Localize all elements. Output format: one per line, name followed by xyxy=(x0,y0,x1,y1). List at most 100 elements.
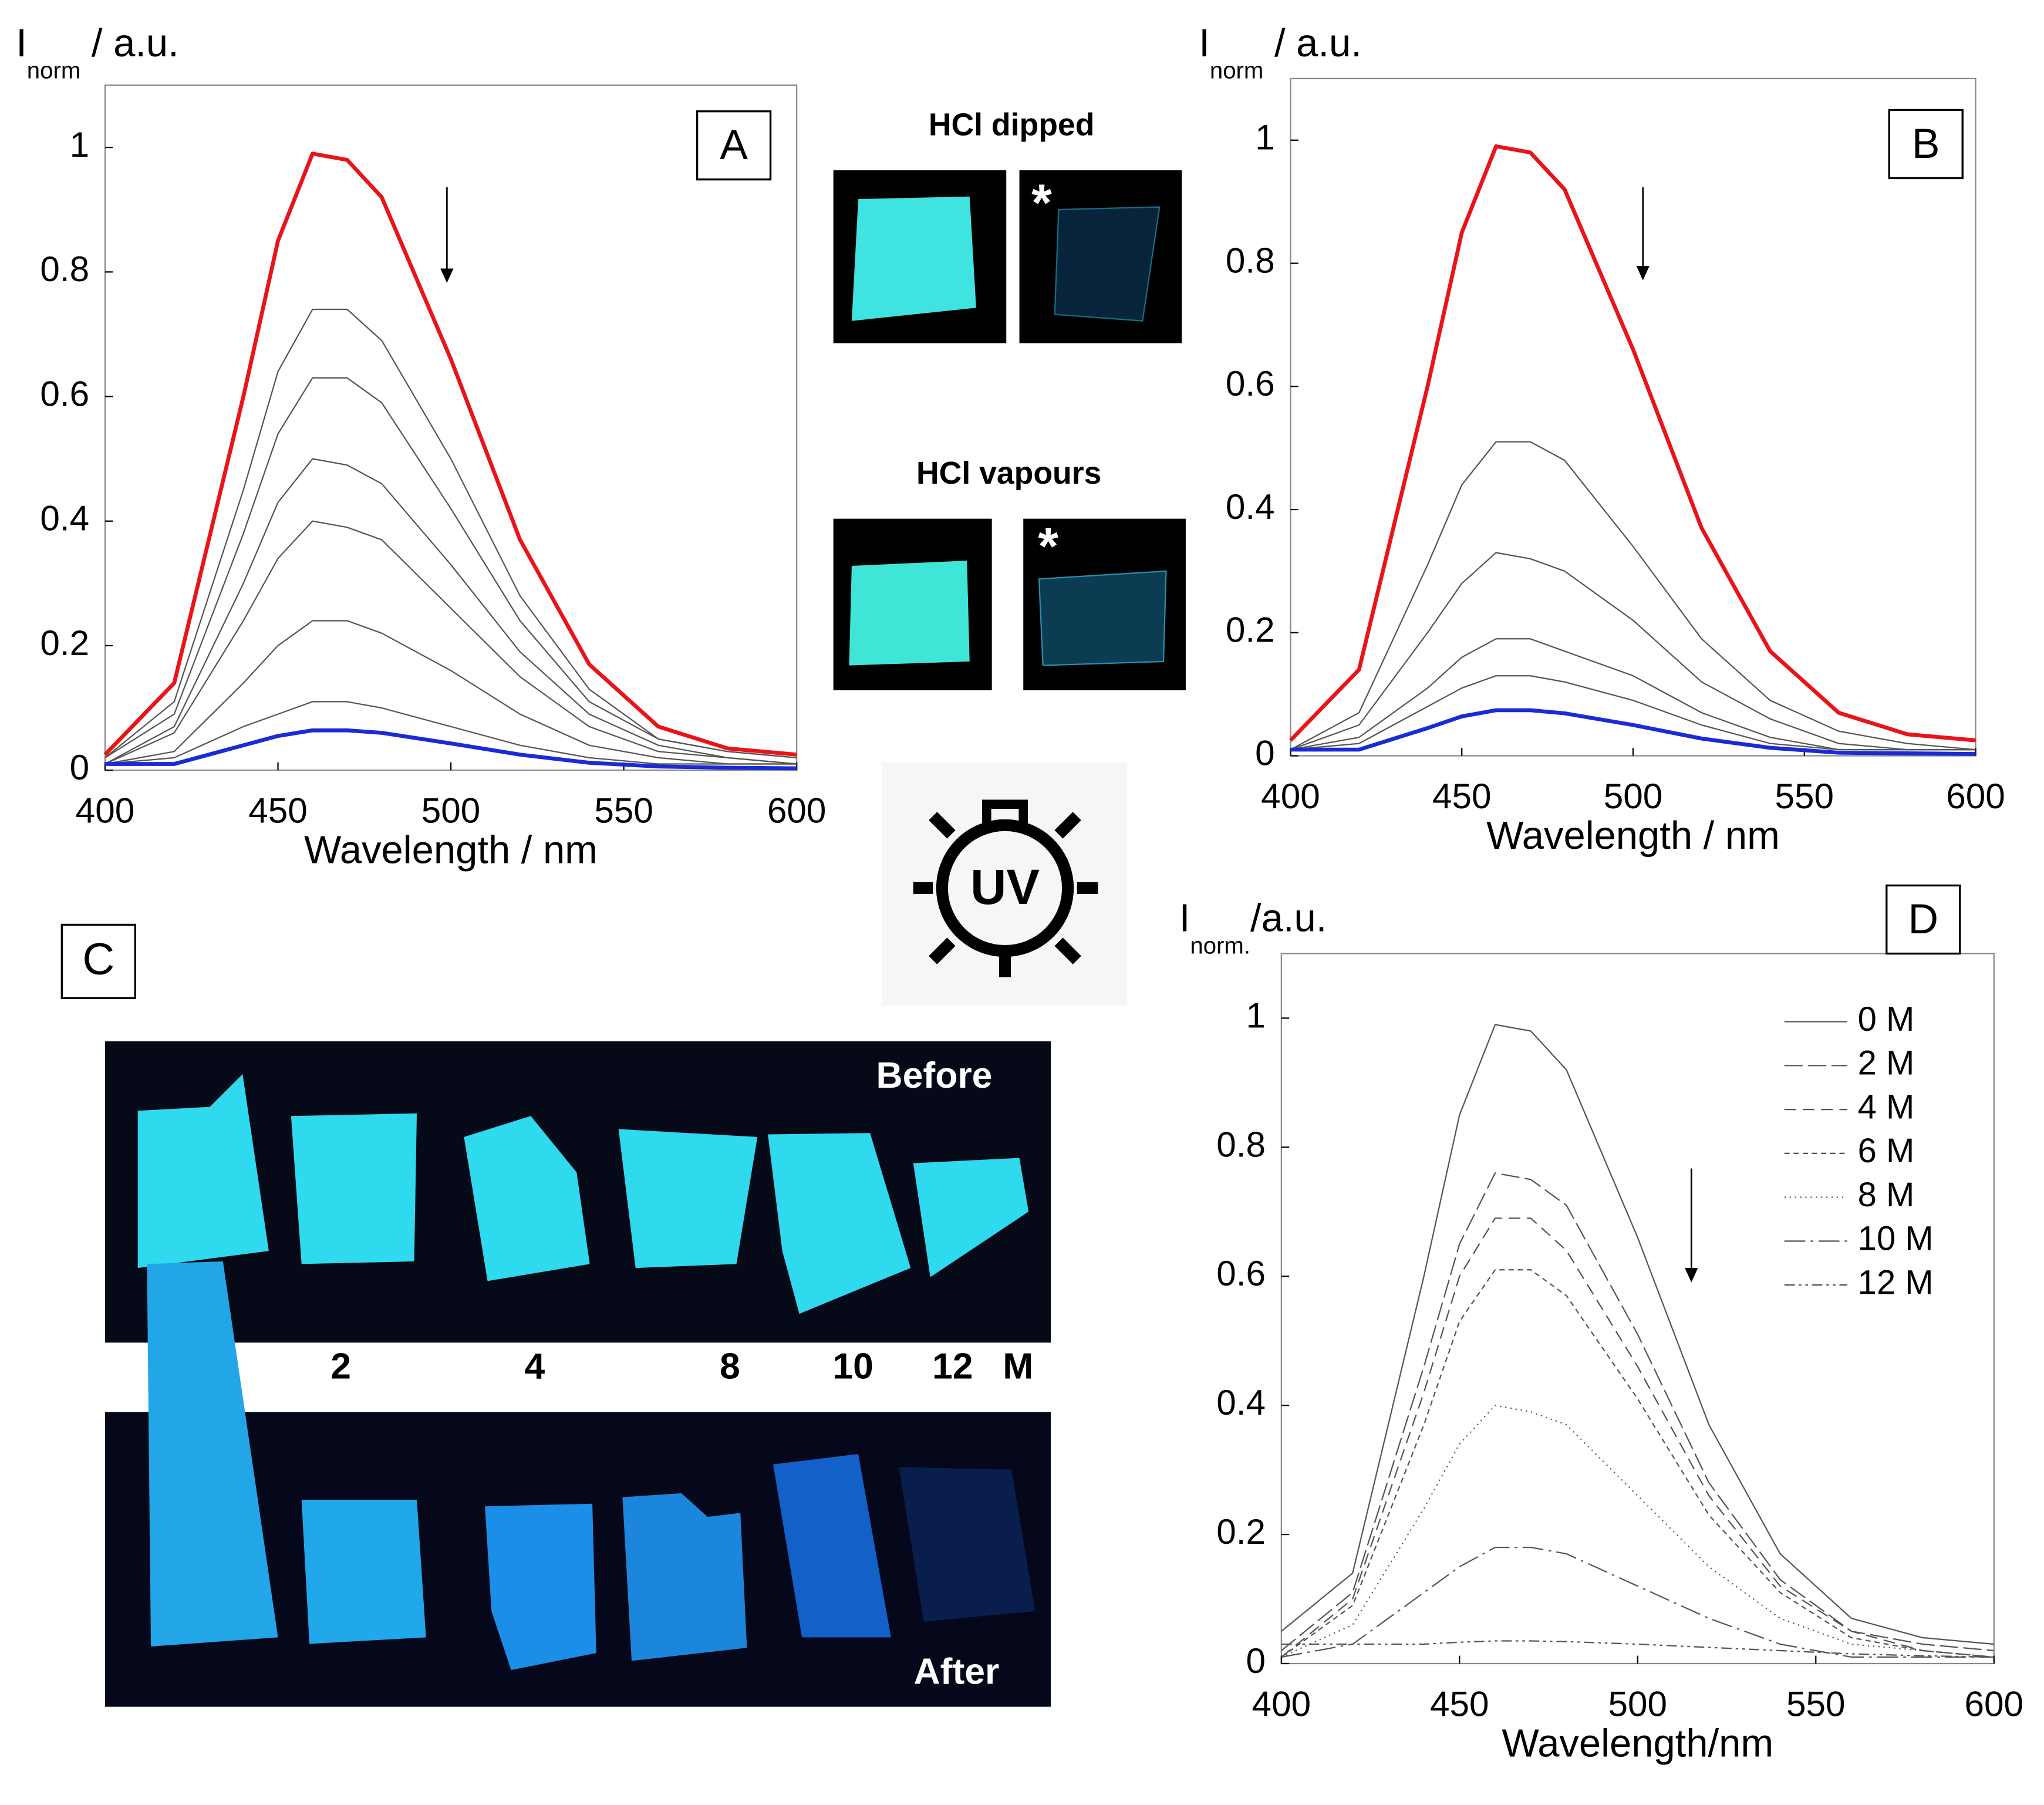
series-line xyxy=(104,728,797,771)
panel-label: C xyxy=(82,934,114,984)
sample xyxy=(851,196,976,321)
series-line xyxy=(1281,1217,1994,1658)
panel-label: B xyxy=(1912,120,1940,167)
x-tick-label: 600 xyxy=(767,791,827,831)
photo-caption: After xyxy=(914,1651,1000,1692)
y-tick-label: 0.2 xyxy=(40,623,89,663)
y-tick-label: 0.6 xyxy=(1216,1253,1266,1293)
asterisk: * xyxy=(1031,173,1052,232)
y-axis-label-sub: norm xyxy=(1210,57,1264,83)
y-tick-label: 0.6 xyxy=(40,373,89,413)
concentration-label: 8 xyxy=(720,1345,740,1386)
concentration-label: 10 xyxy=(832,1345,873,1386)
plot-frame xyxy=(104,84,798,771)
x-tick-label: 600 xyxy=(1965,1684,2024,1724)
series-line xyxy=(1290,708,1976,756)
arrow xyxy=(446,187,1692,1277)
y-axis-label-sub: norm xyxy=(27,57,81,83)
y-tick-label: 0 xyxy=(1246,1641,1266,1681)
y-axis-label-main: I xyxy=(1179,896,1190,940)
y-tick-label: 0.6 xyxy=(1226,363,1275,403)
concentration-label: 2 xyxy=(330,1345,351,1386)
x-tick-label: 450 xyxy=(1430,1684,1489,1724)
y-axis-label-main: I xyxy=(1199,21,1210,65)
arrow-head xyxy=(440,265,1698,1283)
series-line xyxy=(103,151,797,757)
legend-label: 12 M xyxy=(1858,1263,1934,1301)
photo-caption: HCl dipped xyxy=(929,108,1095,143)
concentration-label: 12 xyxy=(932,1345,973,1386)
legend-label: 0 M xyxy=(1858,1000,1915,1038)
y-axis-label: Inorm / a.u. xyxy=(16,21,179,84)
photo-caption: Before xyxy=(876,1055,993,1096)
series-line xyxy=(1290,552,1976,751)
legend-label: 2 M xyxy=(1858,1044,1915,1082)
concentration-label: 4 xyxy=(525,1345,545,1386)
x-axis-label: Wavelength / nm xyxy=(1486,814,1780,858)
y-tick-label: 0.4 xyxy=(1226,487,1275,527)
y-tick-label: 0 xyxy=(70,747,90,787)
uv-label: UV xyxy=(970,859,1040,915)
y-tick-label: 1 xyxy=(1255,117,1275,157)
x-tick-label: 400 xyxy=(76,791,135,831)
samples-before xyxy=(137,1074,1029,1314)
unit-label: M xyxy=(1003,1345,1033,1386)
y-tick-label: 0.4 xyxy=(40,498,89,538)
y-tick-label: 0.2 xyxy=(1226,610,1275,650)
sample xyxy=(1054,206,1161,322)
y-tick-label: 0.4 xyxy=(1216,1382,1266,1422)
y-axis-label-unit: / a.u. xyxy=(1263,21,1361,65)
x-tick-label: 500 xyxy=(1604,776,1663,816)
y-tick-label: 0.8 xyxy=(1216,1124,1266,1164)
y-axis-label: Inorm./a.u. xyxy=(1179,896,1327,959)
series-line xyxy=(104,620,797,765)
plot-frame xyxy=(1290,77,1976,757)
panel-label: D xyxy=(1908,896,1938,943)
x-axis-label: Wavelength / nm xyxy=(304,828,598,872)
legend-label: 6 M xyxy=(1858,1132,1915,1170)
series-line xyxy=(1290,441,1976,751)
uv-icon xyxy=(913,799,1098,977)
y-tick-label: 0.2 xyxy=(1216,1512,1266,1551)
x-tick-label: 450 xyxy=(248,791,308,831)
y-axis-label-unit: / a.u. xyxy=(80,21,178,65)
series-line xyxy=(1290,675,1976,751)
panel-box xyxy=(60,923,136,1000)
y-tick-label: 0 xyxy=(1255,733,1275,772)
panel-box xyxy=(1888,109,1964,180)
legend-label: 4 M xyxy=(1858,1088,1915,1126)
series-line xyxy=(1290,638,1976,751)
series-line xyxy=(104,458,797,765)
legend-label: 8 M xyxy=(1858,1176,1915,1214)
y-tick-label: 0.8 xyxy=(40,249,89,289)
y-tick-label: 0.8 xyxy=(1226,240,1275,280)
y-axis-label-main: I xyxy=(16,21,27,65)
y-tick-label: 1 xyxy=(70,124,90,164)
series-line xyxy=(1289,144,1976,743)
x-tick-label: 400 xyxy=(1252,1684,1311,1724)
y-axis-label-unit: /a.u. xyxy=(1250,896,1327,940)
series-line xyxy=(1281,1546,1994,1658)
samples-after xyxy=(147,1261,1036,1671)
y-axis-label: Inorm / a.u. xyxy=(1199,21,1362,84)
y-tick-label: 1 xyxy=(1246,995,1266,1035)
panel-label: A xyxy=(720,122,748,168)
x-axis-label: Wavelength/nm xyxy=(1502,1721,1774,1765)
x-tick-label: 550 xyxy=(1786,1684,1846,1724)
asterisk: * xyxy=(1038,517,1058,575)
series-line xyxy=(104,701,797,765)
x-tick-label: 400 xyxy=(1261,776,1320,816)
panel-box xyxy=(1886,884,1961,955)
x-tick-label: 550 xyxy=(594,791,653,831)
x-tick-label: 500 xyxy=(421,791,481,831)
x-tick-label: 450 xyxy=(1432,776,1492,816)
panel-box xyxy=(696,110,772,181)
series-line xyxy=(104,377,797,759)
series-line xyxy=(104,520,797,765)
legend-label: 10 M xyxy=(1858,1220,1934,1258)
x-tick-label: 600 xyxy=(1946,776,2005,816)
series-line xyxy=(1281,1024,1994,1645)
x-tick-label: 550 xyxy=(1775,776,1834,816)
y-axis-label-sub: norm. xyxy=(1190,932,1250,959)
